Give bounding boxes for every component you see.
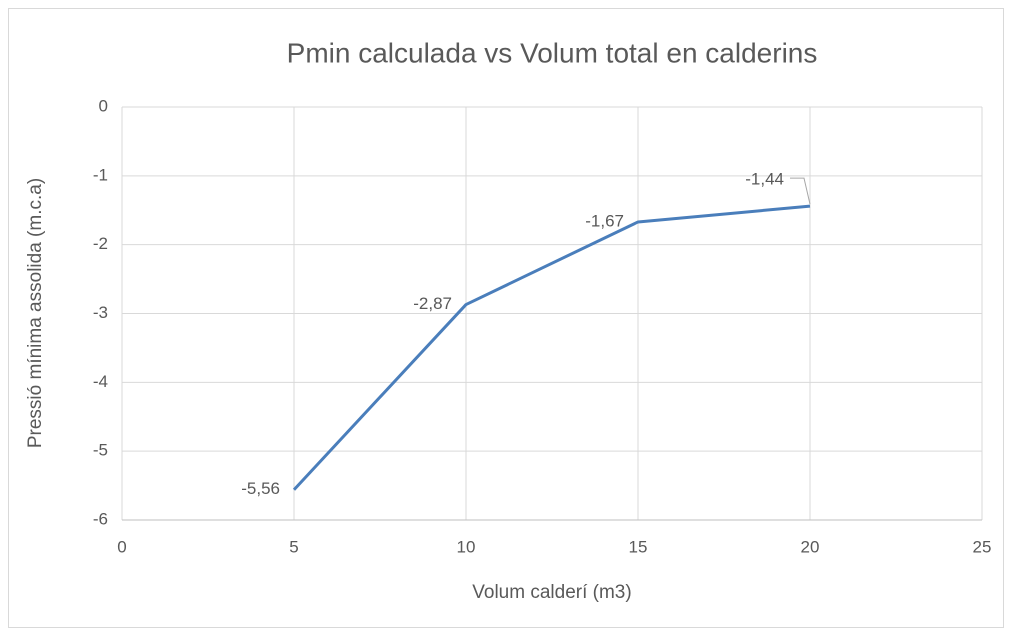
y-tick-label: 0 bbox=[99, 96, 108, 115]
x-tick-label: 25 bbox=[973, 537, 992, 556]
data-label: -1,44 bbox=[745, 170, 784, 189]
x-tick-label: 10 bbox=[457, 537, 476, 556]
data-label: -5,56 bbox=[241, 479, 280, 498]
y-tick-label: -1 bbox=[93, 165, 108, 184]
y-tick-label: -6 bbox=[93, 509, 108, 528]
y-tick-label: -2 bbox=[93, 234, 108, 253]
y-axis-label: Pressió mínima assolida (m.c.a) bbox=[25, 178, 46, 448]
leader-line bbox=[790, 177, 811, 205]
y-tick-label: -3 bbox=[93, 303, 108, 322]
data-label: -2,87 bbox=[413, 294, 452, 313]
x-axis-label: Volum calderí (m3) bbox=[472, 582, 631, 603]
x-tick-label: 5 bbox=[289, 537, 298, 556]
x-tick-label: 0 bbox=[117, 537, 126, 556]
y-tick-label: -5 bbox=[93, 441, 108, 460]
chart-title: Pmin calculada vs Volum total en calderi… bbox=[287, 37, 818, 68]
data-label: -1,67 bbox=[585, 211, 624, 230]
data-line bbox=[292, 204, 811, 491]
y-tick-label: -4 bbox=[93, 372, 108, 391]
x-tick-label: 15 bbox=[629, 537, 648, 556]
chart-border bbox=[8, 8, 1004, 628]
x-tick-label: 20 bbox=[801, 537, 820, 556]
